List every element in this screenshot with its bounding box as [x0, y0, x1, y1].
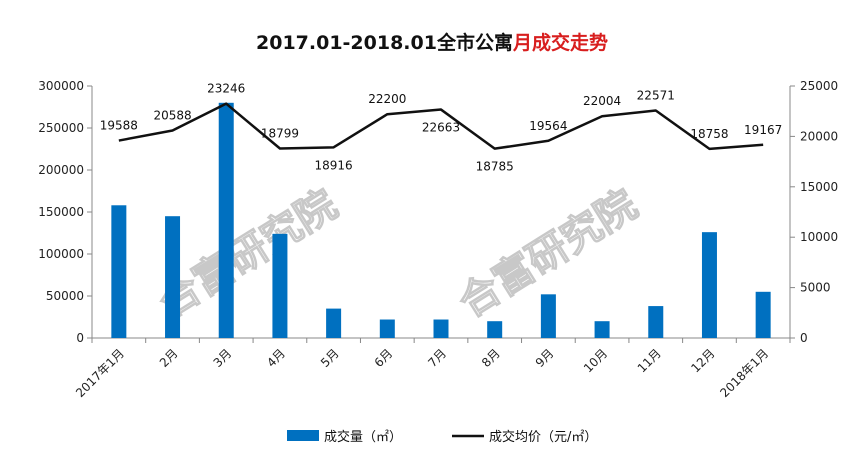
- bar-9: [594, 321, 610, 338]
- chart-title-main: 2017.01-2018.01全市公寓: [256, 31, 513, 54]
- bar-1: [165, 216, 181, 338]
- price-label-0: 19588: [100, 119, 138, 133]
- x-tick-label-4: 5月: [318, 346, 342, 370]
- price-line: [118, 102, 764, 151]
- bar-8: [540, 294, 556, 338]
- x-tick-label-9: 10月: [581, 346, 610, 375]
- x-tick-label-0: 2017年1月: [73, 346, 127, 400]
- right-tick-label-2: 10000: [800, 230, 838, 244]
- bar-5: [379, 319, 395, 338]
- left-tick-label-5: 250000: [38, 121, 84, 135]
- x-tick-label-11: 12月: [688, 346, 717, 375]
- price-label-8: 19564: [529, 119, 567, 133]
- price-label-9: 22004: [583, 94, 621, 108]
- bar-11: [701, 232, 717, 338]
- price-label-2: 23246: [207, 82, 245, 96]
- x-tick-label-5: 6月: [372, 346, 396, 370]
- price-label-6: 22663: [422, 121, 460, 135]
- left-tick-label-2: 100000: [38, 247, 84, 261]
- bar-0: [111, 205, 127, 338]
- x-tick-label-10: 11月: [635, 346, 664, 375]
- left-tick-label-1: 50000: [46, 289, 84, 303]
- x-tick-label-6: 7月: [425, 346, 449, 370]
- left-tick-label-0: 0: [76, 331, 84, 345]
- line-layer: [118, 102, 764, 151]
- price-label-5: 22200: [368, 92, 406, 106]
- bar-3: [272, 233, 288, 338]
- legend-bar-label: 成交量（㎡）: [324, 429, 402, 445]
- x-tick-label-3: 4月: [264, 346, 288, 370]
- left-tick-label-6: 300000: [38, 79, 84, 93]
- price-label-11: 18758: [690, 127, 728, 141]
- price-label-1: 20588: [153, 108, 191, 122]
- bar-2: [218, 102, 234, 338]
- right-tick-label-0: 0: [800, 331, 808, 345]
- right-tick-label-4: 20000: [800, 129, 838, 143]
- right-tick-label-1: 5000: [800, 281, 831, 295]
- legend-bar-swatch: [287, 430, 319, 441]
- x-tick-label-8: 9月: [533, 346, 557, 370]
- x-tick-label-2: 3月: [211, 346, 235, 370]
- legend: 成交量（㎡） 成交均价（元/㎡）: [287, 429, 597, 445]
- bar-4: [326, 308, 342, 338]
- data-labels-layer: 19588 20588 23246 18799 18916 22200 22663 18785…: [100, 82, 782, 174]
- right-tick-label-3: 15000: [800, 180, 838, 194]
- x-tick-label-7: 8月: [479, 346, 503, 370]
- x-tick-label-1: 2月: [157, 346, 181, 370]
- bar-7: [487, 321, 503, 338]
- legend-line-label: 成交均价（元/㎡）: [489, 429, 597, 445]
- price-label-3: 18799: [261, 127, 299, 141]
- price-label-7: 18785: [476, 160, 514, 174]
- bar-10: [648, 306, 664, 338]
- watermark-1: 合富研究院: [151, 181, 345, 326]
- left-tick-label-3: 150000: [38, 205, 84, 219]
- right-tick-label-5: 25000: [800, 79, 838, 93]
- bars-layer: [111, 102, 771, 338]
- left-tick-label-4: 200000: [38, 163, 84, 177]
- price-label-4: 18916: [315, 158, 353, 172]
- bar-6: [433, 319, 449, 338]
- price-label-10: 22571: [637, 88, 675, 102]
- chart-title: 2017.01-2018.01全市公寓月成交走势: [256, 31, 608, 54]
- chart-title-highlight: 月成交走势: [512, 31, 608, 54]
- x-tick-label-12: 2018年1月: [717, 346, 771, 400]
- price-label-12: 19167: [744, 123, 782, 137]
- bar-12: [755, 291, 771, 338]
